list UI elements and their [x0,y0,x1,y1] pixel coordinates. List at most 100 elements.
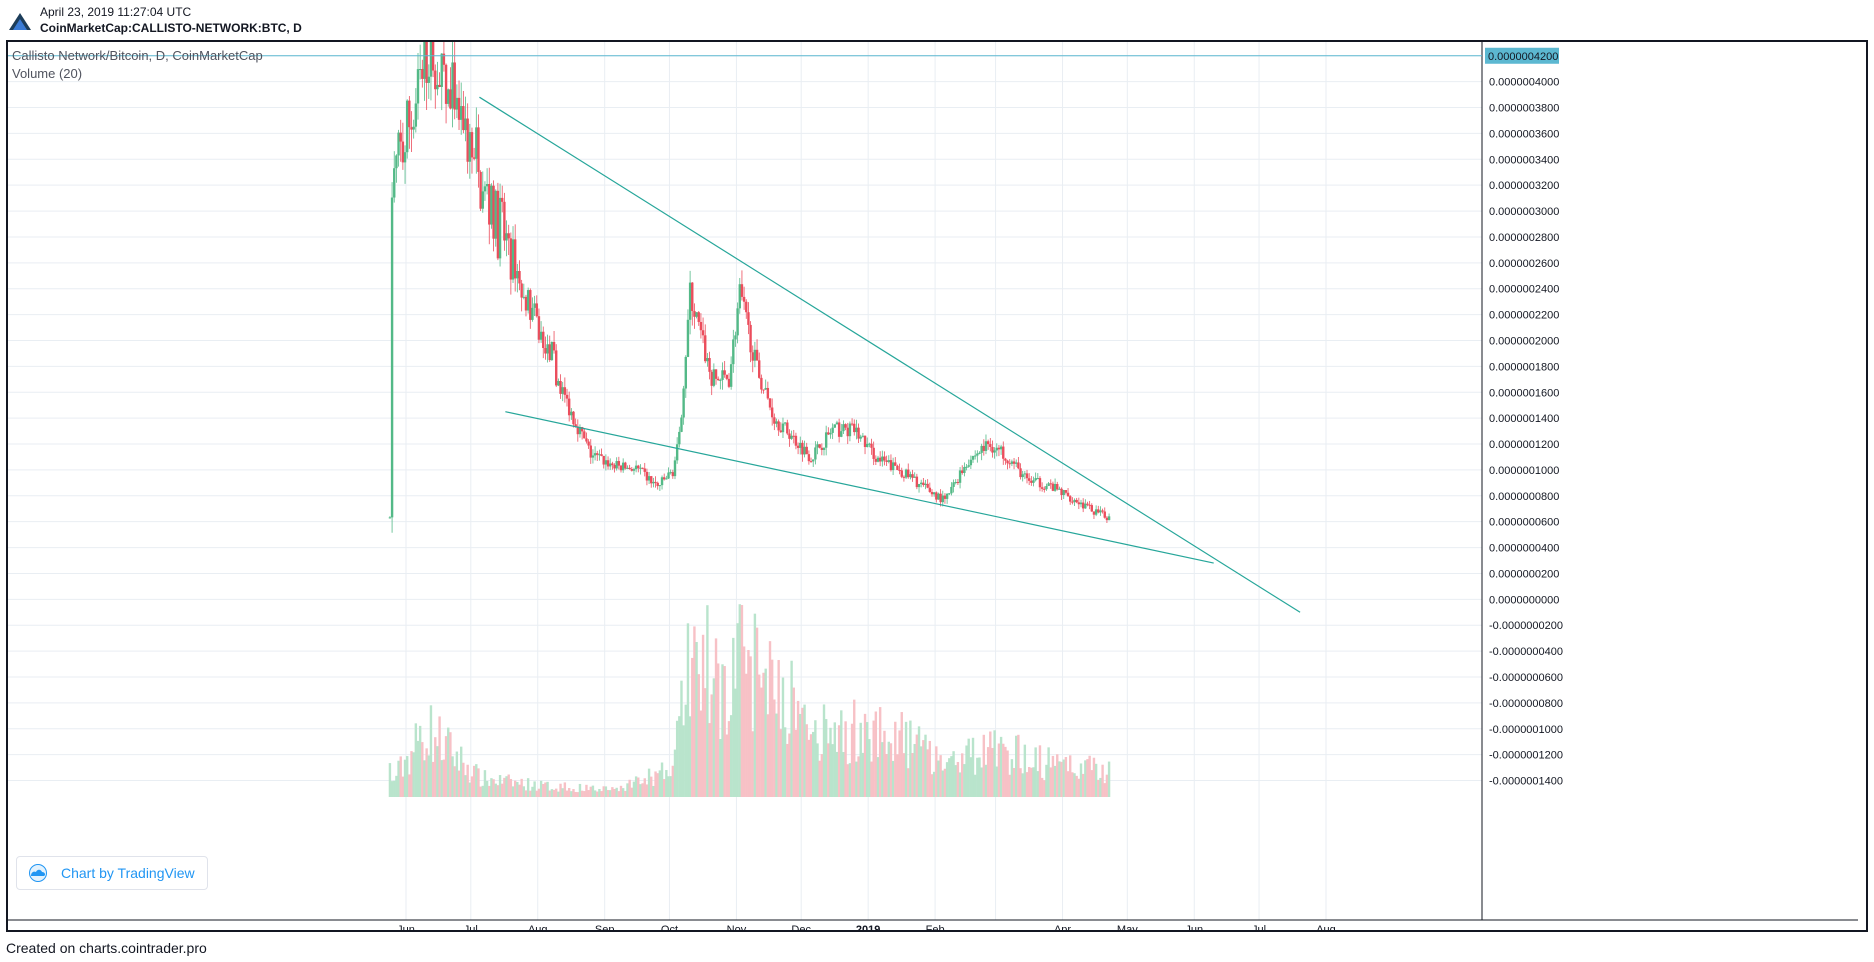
candle-body [820,447,824,450]
candle-body [691,282,694,311]
candle-body [999,446,1003,450]
candle-body [684,356,687,389]
volume-bar [993,730,996,797]
candle-body [645,471,649,481]
candle-body [1049,483,1052,485]
volume-bar [922,740,925,797]
volume-bar [809,734,813,797]
volume-bar [650,776,653,797]
volume-bar [710,694,713,797]
volume-bar [423,760,426,797]
candle-body [1062,490,1065,496]
tradingview-badge[interactable]: Chart by TradingView [16,856,208,890]
volume-bar [488,785,491,797]
volume-bar [561,788,564,797]
candle-body [449,89,452,109]
candle-body [522,296,526,298]
volume-bar [468,782,472,797]
volume-bar [835,751,839,797]
volume-bar [589,786,592,797]
candle-body [881,456,884,462]
volume-bar [924,734,927,797]
volume-bar [840,710,843,797]
volume-bar [509,778,513,797]
candle-body [488,184,491,225]
candle-body [524,296,528,311]
candle-body [483,186,487,192]
volume-bar [617,791,621,797]
volume-bar [593,790,597,797]
volume-bar [898,730,901,797]
cointrader-logo-icon [9,13,31,30]
candle-body [913,476,916,478]
candle-body [533,303,536,308]
price-chart[interactable]: 0.0000004200 0.0000004000 0.0000003800 0.00… [8,42,1866,930]
candle-body [466,118,469,162]
volume-bar [611,787,614,797]
volume-bar [1064,757,1068,797]
candle-body [1084,503,1087,509]
candle-body [492,185,495,239]
volume-bar [403,759,407,797]
y-tick-label: -0.0000000600 [1489,672,1563,684]
candle-body [516,271,519,279]
volume-bar [727,721,731,797]
candle-body [885,460,888,462]
candle-body [468,132,472,162]
candle-body [976,453,979,456]
candle-body [1023,473,1027,475]
x-tick-label: Aug [528,924,548,930]
candle-body [436,84,439,90]
y-tick-label: 0.0000001800 [1489,361,1559,373]
candle-body [973,455,977,457]
candle-body [779,430,783,433]
volume-bar [855,761,858,797]
candle-body [1075,499,1078,503]
volume-bar [602,786,605,797]
candle-body [1019,468,1022,478]
volume-bar [609,790,612,797]
candle-body [1008,463,1011,465]
volume-bar [1058,761,1061,797]
volume-bar [632,781,636,797]
candle-body [855,427,858,433]
candle-body [434,70,437,90]
candle-body [479,171,482,209]
trendline-upper[interactable] [479,96,1301,613]
volume-bar [395,775,398,797]
volume-bar [675,720,679,797]
candle-body [917,484,921,488]
candle-body [1030,480,1033,483]
volume-bar [935,746,938,797]
trendline-lower[interactable] [505,411,1214,564]
candle-body [1027,478,1031,481]
volume-bar [421,742,424,797]
volume-bar [570,791,573,797]
candle-body [423,42,426,79]
volume-bar [546,781,549,797]
candle-body [878,457,882,462]
x-tick-label: Jun [397,924,415,930]
volume-bar [775,713,778,797]
x-tick-label: Sep [595,924,615,930]
volume-bar [563,782,567,797]
volume-bar [857,756,860,797]
candle-body [777,421,780,431]
candle-body [1002,446,1005,459]
candle-body [598,454,601,456]
candle-body [857,427,860,439]
y-tick-label: -0.0000000800 [1489,698,1563,710]
volume-bar [1107,761,1111,797]
candle-body [673,460,677,477]
volume-bar [434,737,437,797]
volume-bar [881,742,884,797]
volume-bar [490,778,493,797]
x-tick-label: Jul [1252,924,1266,930]
candle-body [546,344,549,354]
volume-bar [954,765,957,797]
candle-body [993,450,996,453]
candle-body [412,126,415,130]
candle-body [1034,478,1037,481]
volume-bar [989,731,992,797]
volume-bar [401,776,405,797]
